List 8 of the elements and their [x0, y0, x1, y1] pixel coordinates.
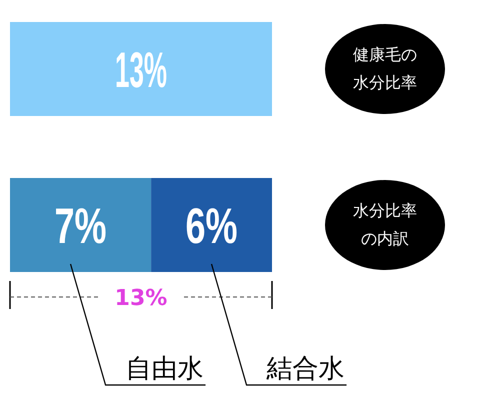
y-tick-label: 健康毛の水分比率 — [352, 44, 418, 94]
annotation: 13% — [114, 286, 168, 311]
y-tick-label: 水分比率の内訳 — [352, 200, 418, 250]
data-label: 7% — [54, 198, 127, 254]
text: 結合水 — [266, 354, 345, 384]
data-label: 13% — [115, 42, 216, 98]
text: 自由水 — [126, 354, 204, 384]
data-label: 6% — [186, 198, 258, 254]
